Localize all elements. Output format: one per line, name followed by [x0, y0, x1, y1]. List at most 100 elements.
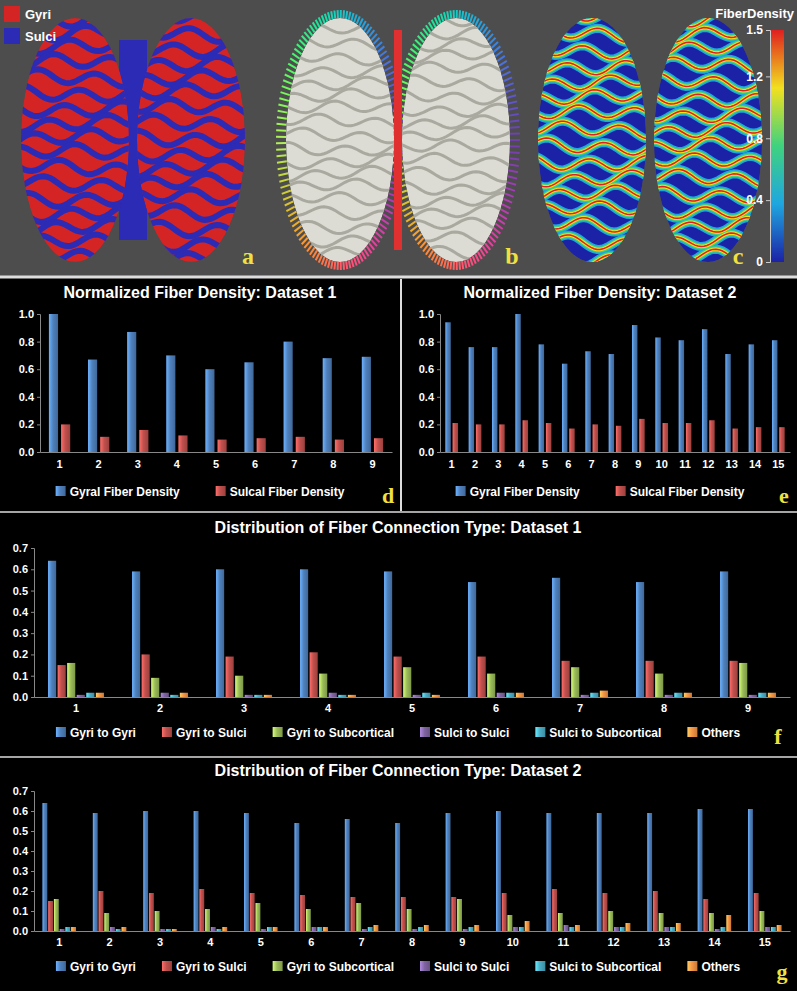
- gyral-fold: [534, 105, 648, 119]
- gyral-fold: [282, 166, 396, 182]
- gyral-fold: [398, 50, 512, 63]
- fiber: [420, 32, 426, 39]
- gyral-fold: [398, 167, 512, 181]
- fiber: [500, 66, 508, 71]
- fiber: [313, 22, 317, 29]
- fiber: [386, 72, 395, 76]
- tick-label: 0.2: [419, 418, 434, 430]
- bar: [235, 676, 243, 697]
- gyral-fold: [534, 156, 648, 170]
- fiber: [449, 262, 452, 270]
- gyral-fold: [133, 160, 247, 177]
- panel-letter: d: [382, 483, 394, 508]
- tick-mark: [31, 548, 34, 549]
- fiber: [508, 108, 518, 110]
- bar: [749, 344, 754, 452]
- gyral-fold: [398, 218, 512, 230]
- tick: 0.5: [13, 585, 34, 597]
- fiber: [493, 228, 500, 234]
- fiber: [489, 38, 495, 44]
- bar: [335, 440, 344, 452]
- tick-label: 8: [330, 458, 336, 470]
- gyral-fold: [534, 170, 648, 187]
- tick-label: 0.1: [13, 905, 28, 917]
- bar: [306, 909, 311, 931]
- fiber: [499, 214, 507, 219]
- bar: [99, 891, 104, 931]
- tick-label: 1: [73, 702, 79, 714]
- bar: [725, 354, 730, 452]
- gyral-fold: [650, 233, 764, 250]
- fiber: [279, 98, 288, 101]
- fiber: [283, 80, 292, 84]
- tick: 0.8: [419, 336, 440, 348]
- fiber: [384, 209, 392, 214]
- axis-line: [441, 452, 791, 453]
- gyral-fold: [398, 182, 512, 194]
- legend-swatch: [216, 486, 226, 496]
- fiber: [302, 238, 308, 244]
- fiber: [349, 12, 351, 20]
- tick-label: 5: [213, 458, 219, 470]
- gyral-fold: [282, 179, 396, 190]
- fiber: [337, 262, 339, 270]
- bar: [616, 426, 621, 452]
- fiber: [453, 10, 455, 18]
- gyral-fold: [282, 244, 396, 260]
- bar: [463, 929, 468, 931]
- bar: [250, 893, 255, 931]
- legend-label: Gyri to Subcortical: [287, 960, 394, 974]
- tick-label: 14: [708, 936, 721, 948]
- panel-letter: c: [733, 243, 744, 269]
- gyral-fold: [534, 90, 648, 104]
- tick-mark: [31, 697, 34, 698]
- gyral-fold: [534, 235, 648, 249]
- legend-item: Sulcal Fiber Density: [216, 485, 345, 499]
- fiber: [410, 49, 417, 55]
- tick-label: 1: [56, 936, 62, 948]
- fiber: [480, 249, 484, 256]
- fiber: [506, 188, 515, 191]
- bar: [653, 891, 658, 931]
- color-bar-title: FiberDensity: [715, 6, 795, 21]
- fiber: [475, 254, 479, 261]
- bar: [659, 913, 664, 931]
- tick-mark: [31, 569, 34, 570]
- fiber: [401, 75, 410, 79]
- tick-label: 9: [369, 458, 375, 470]
- gyral-fold: [398, 140, 512, 151]
- tick-mark: [37, 314, 40, 315]
- fiber: [473, 256, 476, 264]
- figure-root: aGyriSulcibcFiberDensity00.40.81.21.5Nor…: [0, 0, 797, 991]
- x-axis: 123456789101112131415: [35, 932, 791, 948]
- bar: [273, 927, 278, 931]
- tick: 6: [565, 458, 571, 470]
- tick-label: 9: [635, 458, 641, 470]
- fiber: [418, 36, 424, 42]
- bar: [670, 927, 675, 931]
- bar: [765, 927, 770, 931]
- bar: [748, 809, 753, 931]
- gyral-fold: [534, 61, 648, 75]
- legend-item: Others: [687, 726, 740, 740]
- bar: [362, 929, 367, 931]
- color-bar: [770, 30, 784, 262]
- fiber: [453, 262, 455, 270]
- tick: 3: [135, 458, 141, 470]
- legend-swatch: [687, 727, 697, 737]
- fiber: [485, 243, 490, 250]
- tick: 8: [661, 702, 667, 714]
- fiber: [497, 219, 505, 224]
- fiber: [473, 16, 476, 24]
- tick-mark: [37, 397, 40, 398]
- fiber: [429, 22, 433, 29]
- fiber: [491, 232, 498, 238]
- fiber: [381, 56, 389, 61]
- bar: [655, 674, 663, 697]
- bar: [733, 429, 738, 452]
- tick: 13: [658, 936, 670, 948]
- tick-label: 3: [157, 936, 163, 948]
- fiber: [510, 132, 520, 134]
- bar: [590, 693, 598, 697]
- tick: 0.7: [13, 542, 34, 554]
